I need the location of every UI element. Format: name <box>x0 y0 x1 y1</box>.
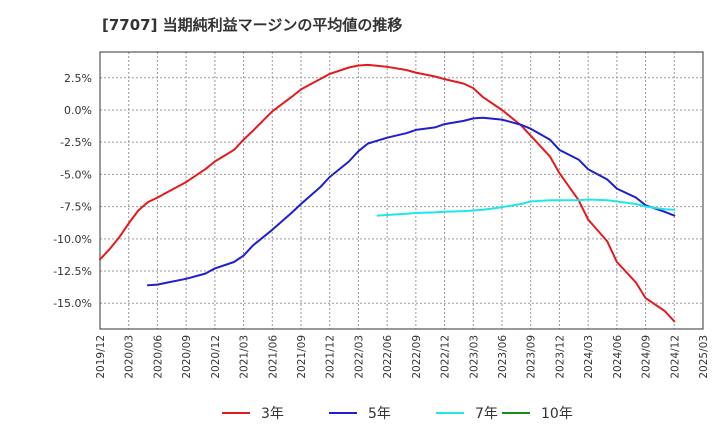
x-tick-label: 2021/03 <box>239 335 251 379</box>
x-tick-label: 2019/12 <box>95 335 107 379</box>
x-tick-label: 2022/06 <box>382 335 394 379</box>
legend-label-2: 7年 <box>475 406 498 422</box>
x-tick-label: 2024/12 <box>669 335 681 379</box>
x-tick-label: 2021/06 <box>267 335 279 379</box>
y-tick-label: -15.0% <box>53 297 92 310</box>
x-tick-label: 2023/12 <box>554 335 566 379</box>
y-tick-label: 0.0% <box>64 104 92 117</box>
x-tick-label: 2020/12 <box>210 335 222 379</box>
x-tick-label: 2021/12 <box>325 335 337 379</box>
y-tick-label: -7.5% <box>60 201 92 214</box>
legend: 3年 5年 7年 10年 <box>222 406 573 422</box>
x-tick-label: 2022/03 <box>353 335 365 379</box>
x-tick-label: 2025/03 <box>698 335 710 379</box>
x-tick-label: 2024/09 <box>641 335 653 379</box>
x-tick-label: 2024/06 <box>612 335 624 379</box>
x-tick-label: 2021/09 <box>296 335 308 379</box>
x-tick-label: 2024/03 <box>583 335 595 379</box>
x-tick-label: 2020/09 <box>181 335 193 379</box>
y-axis-ticks: 2.5% 0.0% -2.5% -5.0% -7.5% -10.0% -12.5% -15.0… <box>53 72 92 310</box>
y-tick-label: -12.5% <box>53 265 92 278</box>
x-tick-label: 2022/09 <box>411 335 423 379</box>
x-tick-label: 2023/06 <box>497 335 509 379</box>
legend-label-1: 5年 <box>368 406 391 422</box>
x-tick-label: 2020/03 <box>124 335 136 379</box>
series-line-1 <box>146 116 676 287</box>
legend-label-3: 10年 <box>541 406 573 422</box>
grid-lines <box>100 52 703 329</box>
series-line-2 <box>376 198 676 217</box>
y-tick-label: -5.0% <box>60 168 92 181</box>
x-tick-label: 2020/06 <box>152 335 164 379</box>
y-tick-label: 2.5% <box>64 72 92 85</box>
series-lines <box>99 63 676 323</box>
plot-area-border <box>99 51 704 330</box>
x-tick-label: 2022/12 <box>440 335 452 379</box>
x-tick-label: 2023/03 <box>468 335 480 379</box>
legend-label-0: 3年 <box>261 406 284 422</box>
y-tick-label: -10.0% <box>53 233 92 246</box>
x-axis-ticks: 2019/12 2020/03 2020/06 2020/09 2020/12 2021/… <box>95 335 710 379</box>
x-tick-label: 2023/09 <box>526 335 538 379</box>
chart-title: [7707] 当期純利益マージンの平均値の推移 <box>102 16 403 34</box>
y-tick-label: -2.5% <box>60 136 92 149</box>
